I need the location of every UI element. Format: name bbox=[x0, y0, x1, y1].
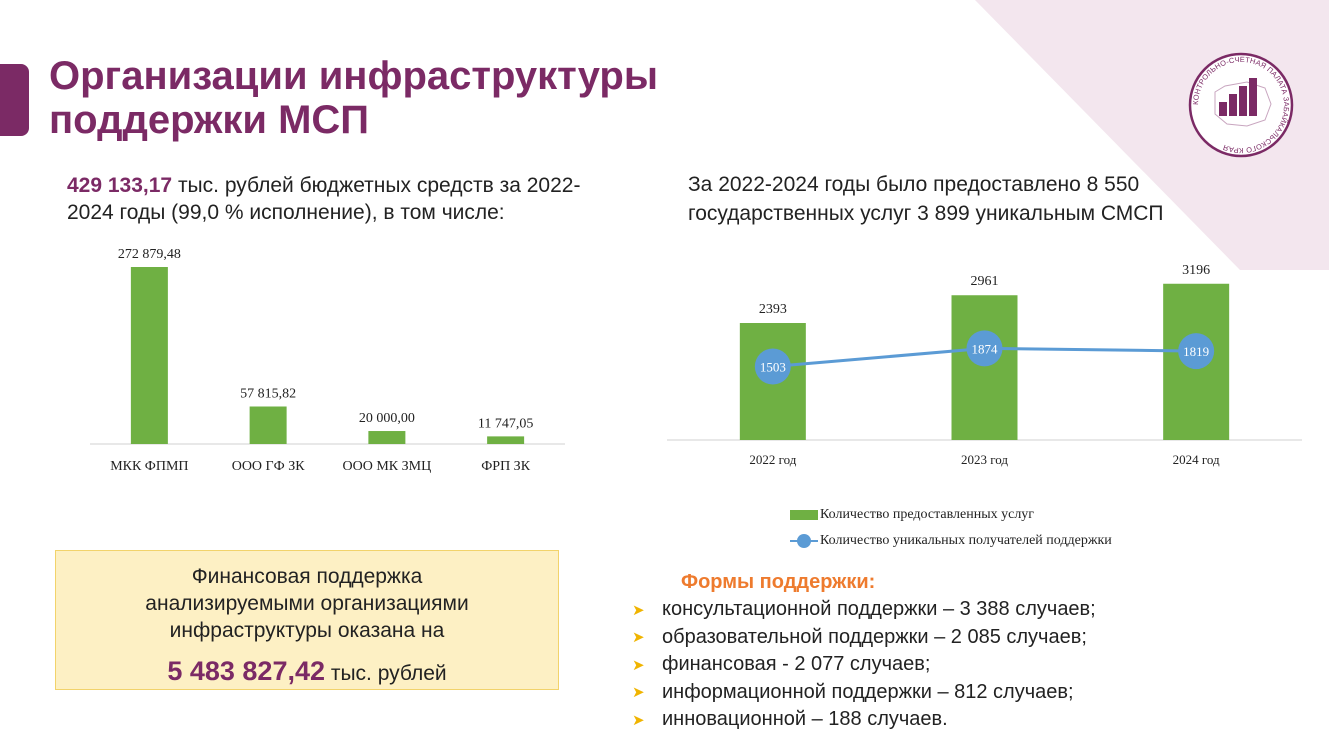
bar-0 bbox=[130, 267, 168, 444]
legend-item-services: Количество предоставленных услуг bbox=[790, 505, 1112, 525]
line-marker-0 bbox=[754, 348, 791, 385]
legend-label-services: Количество предоставленных услуг bbox=[820, 507, 1035, 522]
line-marker-1 bbox=[966, 330, 1003, 367]
budget-amount: 429 133,17 bbox=[67, 174, 173, 197]
x-tick-label-3: ФРП ЗК bbox=[481, 459, 530, 474]
arrow-bullet-icon: ➤ bbox=[632, 656, 645, 674]
bar-2 bbox=[368, 431, 406, 444]
fin-line-1: Финансовая поддержка bbox=[191, 565, 423, 588]
x-tick-label-1: ООО ГФ ЗК bbox=[232, 459, 305, 474]
arrow-bullet-icon: ➤ bbox=[632, 684, 645, 702]
data-label-0: 2393 bbox=[759, 302, 787, 317]
fin-line-3: инфраструктуры оказана на bbox=[169, 619, 445, 642]
data-label-0: 272 879,48 bbox=[118, 247, 181, 262]
title-accent-bar bbox=[0, 64, 29, 136]
line-label-0: 1503 bbox=[760, 360, 786, 375]
financial-support-box: Финансовая поддержка анализируемыми орга… bbox=[55, 550, 559, 690]
bar-1 bbox=[249, 406, 287, 444]
list-item: ➤ инновационной – 188 случаев. bbox=[632, 706, 1096, 734]
fin-line-2: анализируемыми организациями bbox=[145, 592, 469, 615]
list-item-text: финансовая - 2 077 случаев; bbox=[662, 653, 931, 676]
budget-text: тыс. рублей бюджетных средств за 2022-20… bbox=[67, 174, 581, 224]
list-item-text: консультационной поддержки – 3 388 случа… bbox=[662, 598, 1096, 621]
x-tick-label-2: ООО МК ЗМЦ bbox=[343, 459, 432, 474]
bar-1 bbox=[951, 295, 1018, 440]
legend-bar-swatch bbox=[790, 510, 818, 520]
data-label-3: 11 747,05 bbox=[478, 416, 533, 431]
fin-unit: тыс. рублей bbox=[325, 662, 447, 685]
line-label-2: 1819 bbox=[1183, 344, 1209, 359]
list-item: ➤ финансовая - 2 077 случаев; bbox=[632, 651, 1096, 679]
data-label-2: 20 000,00 bbox=[359, 411, 415, 426]
x-tick-label-0: 2022 год bbox=[749, 452, 796, 467]
support-forms-list: ➤ консультационной поддержки – 3 388 случ… bbox=[632, 596, 1096, 734]
chart-legend: Количество предоставленных услуг Количес… bbox=[790, 505, 1112, 557]
page-title: Организации инфраструктуры поддержки МСП bbox=[49, 54, 658, 142]
fin-amount-row: 5 483 827,42 тыс. рублей bbox=[56, 656, 558, 689]
list-item-text: инновационной – 188 случаев. bbox=[662, 708, 948, 731]
arrow-bullet-icon: ➤ bbox=[632, 629, 645, 647]
data-label-1: 57 815,82 bbox=[240, 386, 296, 401]
services-summary: За 2022-2024 годы было предоставлено 8 5… bbox=[688, 173, 1164, 225]
title-line-1: Организации инфраструктуры bbox=[49, 54, 659, 98]
title-line-2: поддержки МСП bbox=[49, 98, 370, 142]
legend-item-recipients: Количество уникальных получателей поддер… bbox=[790, 531, 1112, 551]
x-tick-label-2: 2024 год bbox=[1173, 452, 1220, 467]
funding-bar-chart: 272 879,48 МКК ФПМП 57 815,82 ООО ГФ ЗК 20 0… bbox=[90, 247, 565, 474]
list-item-text: информационной поддержки – 812 случаев; bbox=[662, 680, 1074, 703]
line-marker-2 bbox=[1178, 333, 1215, 370]
x-tick-label-0: МКК ФПМП bbox=[110, 459, 188, 474]
list-item-text: образовательной поддержки – 2 085 случае… bbox=[662, 625, 1087, 648]
data-label-2: 3196 bbox=[1182, 263, 1210, 278]
arrow-bullet-icon: ➤ bbox=[632, 601, 645, 619]
budget-summary: 429 133,17 тыс. рублей бюджетных средств… bbox=[67, 172, 627, 226]
bar-3 bbox=[487, 436, 525, 444]
line-label-1: 1874 bbox=[972, 341, 999, 356]
support-forms-title: Формы поддержки: bbox=[681, 571, 876, 593]
fin-amount: 5 483 827,42 bbox=[167, 656, 325, 686]
list-item: ➤ консультационной поддержки – 3 388 случ… bbox=[632, 596, 1096, 624]
legend-label-recipients: Количество уникальных получателей поддер… bbox=[820, 533, 1112, 548]
x-tick-label-1: 2023 год bbox=[961, 452, 1008, 467]
data-label-1: 2961 bbox=[971, 274, 999, 289]
list-item: ➤ образовательной поддержки – 2 085 случа… bbox=[632, 624, 1096, 652]
chamber-logo: КОНТРОЛЬНО-СЧЕТНАЯ ПАЛАТА ЗАБАЙКАЛЬСКОГО… bbox=[1188, 52, 1294, 158]
arrow-bullet-icon: ➤ bbox=[632, 711, 645, 729]
services-combo-chart: 2393 2022 год 2961 2023 год 3196 2024 год 1503… bbox=[667, 263, 1302, 467]
list-item: ➤ информационной поддержки – 812 случаев; bbox=[632, 679, 1096, 707]
legend-line-swatch bbox=[790, 534, 818, 548]
